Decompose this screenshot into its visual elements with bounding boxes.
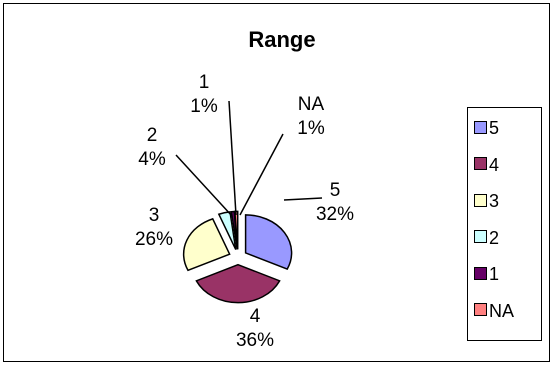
chart-frame [3,3,550,362]
slice-label-5: 5 32% [316,180,354,225]
legend-item-2: 2 [474,228,499,248]
pie-slice-3 [182,217,231,272]
slice-label-4: 4 36% [236,306,274,351]
leader-line-2 [175,154,233,217]
legend-label: 1 [489,264,500,284]
legend-swatch [474,157,487,171]
legend-item-4: 4 [474,155,499,175]
legend-label: 4 [489,154,500,175]
legend-swatch [474,303,487,317]
leader-line-na [239,133,284,216]
legend-swatch [474,230,487,244]
legend-label: 2 [489,227,500,248]
legend-item-3: 3 [474,191,499,211]
slice-label-1: 1 1% [190,72,218,117]
leader-line-1 [228,100,237,216]
legend-swatch [474,120,487,134]
slice-label-na: NA 1% [297,94,325,139]
slice-labels: 5 32% 4 36% 3 26% 2 4% 1 1% NA 1% [135,72,354,351]
legend-item-5: 5 [474,118,499,138]
legend-swatch [474,266,487,280]
legend-swatch [474,193,487,207]
pie-slice-2 [217,211,237,250]
pie-slices [182,210,293,304]
legend-label: 5 [489,118,500,138]
legend: 5 4 3 2 1 NA [467,107,542,341]
legend-label: 3 [489,191,500,211]
legend-item-na: NA [474,301,514,321]
slice-label-3: 3 26% [135,205,173,250]
chart-title: Range [248,27,316,52]
pie-slice-5 [244,214,293,271]
leader-lines [175,100,323,217]
legend-item-1: 1 [474,264,499,284]
pie-slice-4 [195,263,281,304]
slice-label-2: 2 4% [138,125,166,170]
legend-label: NA [489,300,515,321]
leader-line-5 [283,197,323,201]
